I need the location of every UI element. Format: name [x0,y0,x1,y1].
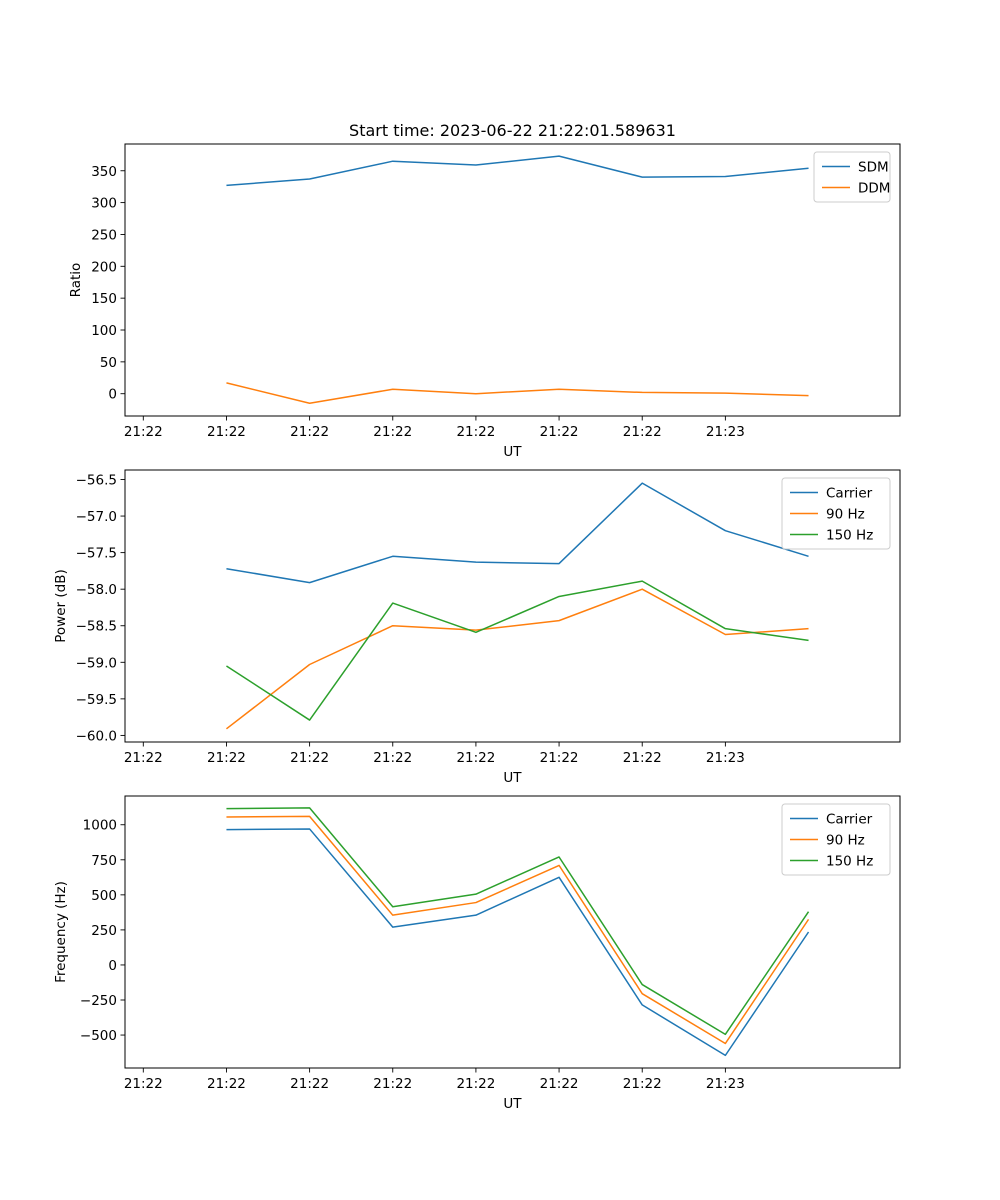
y-tick-label: 750 [91,853,117,869]
x-tick-label: 21:22 [124,750,163,766]
x-tick-label: 21:22 [623,424,662,440]
x-tick-label: 21:22 [623,1076,662,1092]
legend-label: SDM [858,160,889,176]
y-tick-label: −57.0 [76,509,117,525]
x-tick-label: 21:22 [207,424,246,440]
series-line-150-hz [226,580,809,721]
y-tick-label: −500 [80,1028,117,1044]
series-line-carrier [226,828,810,1057]
y-tick-label: −56.5 [76,473,117,489]
legend-label: Carrier [826,812,873,828]
series-line-ddm [226,382,809,405]
x-tick-label: 21:22 [540,750,579,766]
legend-box [781,477,891,550]
plot-frame [124,143,901,417]
y-tick-label: −58.5 [76,619,117,635]
y-tick-label: 0 [108,387,117,403]
y-tick-label: −60.0 [76,728,117,744]
series-line-90-hz [226,815,810,1045]
legend-label: 90 Hz [826,507,865,523]
y-tick-label: 0 [108,958,117,974]
legend-label: 150 Hz [826,854,873,870]
x-tick-label: 21:22 [456,750,495,766]
y-tick-label: 200 [91,259,117,275]
legend: SDM DDM [813,151,891,203]
legend: Carrier 90 Hz 150 Hz [781,477,891,550]
x-tick-label: 21:22 [623,750,662,766]
y-tick-label: 100 [91,323,117,339]
plot-frame [124,469,901,743]
x-tick-label: 21:22 [456,424,495,440]
y-tick-label: 500 [91,888,117,904]
x-tick-label: 21:22 [373,1076,412,1092]
y-axis-label: Ratio [68,263,84,298]
plot-frame [124,795,901,1069]
x-tick-label: 21:22 [207,750,246,766]
y-tick-label: 1000 [83,818,117,834]
x-tick-label: 21:22 [456,1076,495,1092]
legend-label: 150 Hz [826,528,873,544]
y-axis-label: Power (dB) [53,569,69,642]
x-tick-label: 21:23 [706,1076,745,1092]
y-tick-label: −250 [80,993,117,1009]
x-tick-label: 21:23 [706,750,745,766]
y-axis-label: Frequency (Hz) [53,881,69,983]
legend-label: Carrier [826,486,873,502]
series-line-150-hz [226,807,810,1036]
legend-label: 90 Hz [826,833,865,849]
chart-panel-3: 21:22 21:22 21:22 21:22 21:22 21:22 21:22 21:23… [53,795,901,1112]
series-line-90-hz [225,588,809,730]
x-axis-label: UT [503,444,522,460]
x-tick-label: 21:22 [540,424,579,440]
x-tick-label: 21:23 [706,424,745,440]
y-tick-label: −58.0 [76,582,117,598]
x-tick-label: 21:22 [124,424,163,440]
y-tick-label: 50 [100,355,117,371]
y-tick-label: −59.0 [76,655,117,671]
y-tick-label: 150 [91,291,117,307]
x-tick-label: 21:22 [290,750,329,766]
series-line-sdm [226,155,809,187]
x-tick-label: 21:22 [540,1076,579,1092]
x-tick-label: 21:22 [290,424,329,440]
legend: Carrier 90 Hz 150 Hz [781,803,891,876]
y-tick-label: −59.5 [76,692,117,708]
x-axis-label: UT [503,770,522,786]
y-tick-label: −57.5 [76,546,117,562]
chart-title: Start time: 2023-06-22 21:22:01.589631 [349,121,676,140]
x-tick-label: 21:22 [373,750,412,766]
y-tick-label: 250 [91,227,117,243]
series-line-carrier [226,482,809,584]
y-tick-label: 300 [91,196,117,212]
x-tick-label: 21:22 [207,1076,246,1092]
x-tick-label: 21:22 [290,1076,329,1092]
legend-box [813,151,891,203]
y-tick-label: 350 [91,164,117,180]
chart-panel-2: 21:22 21:22 21:22 21:22 21:22 21:22 21:22 21:23… [53,469,901,786]
legend-label: DDM [858,181,890,197]
y-tick-label: 250 [91,923,117,939]
chart-panel-1: Start time: 2023-06-22 21:22:01.589631 21… [68,121,901,460]
x-tick-label: 21:22 [124,1076,163,1092]
x-axis-label: UT [503,1096,522,1112]
legend-box [781,803,891,876]
x-tick-label: 21:22 [373,424,412,440]
